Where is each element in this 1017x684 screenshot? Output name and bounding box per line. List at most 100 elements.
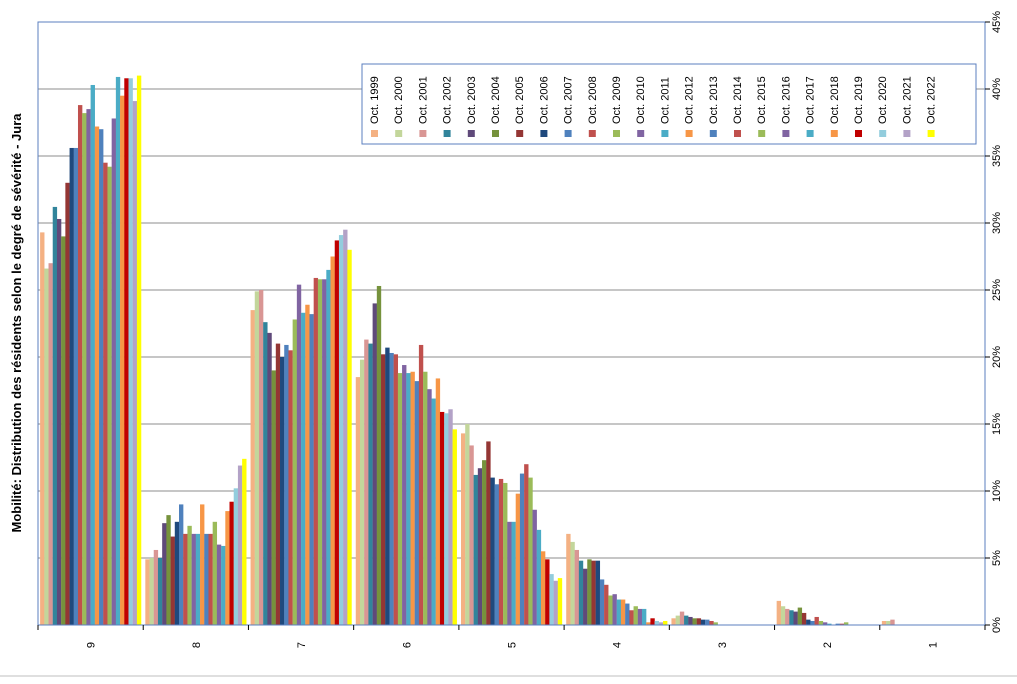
legend-label: Oct. 2003 xyxy=(466,76,478,124)
bar xyxy=(216,544,222,625)
bar xyxy=(267,332,272,625)
bar xyxy=(540,551,546,625)
bar xyxy=(713,622,718,625)
legend-swatch xyxy=(903,130,911,137)
y-tick-label: 15% xyxy=(991,413,1003,435)
bar xyxy=(389,352,394,625)
bar xyxy=(553,580,558,625)
legend-label: Oct. 2010 xyxy=(635,76,647,124)
bar xyxy=(835,623,840,625)
legend-swatch xyxy=(419,130,427,137)
bar xyxy=(237,465,243,625)
bar xyxy=(881,620,887,625)
bar xyxy=(301,312,306,625)
bar xyxy=(73,147,79,625)
bar xyxy=(583,568,588,625)
bar xyxy=(179,504,184,625)
bar xyxy=(709,620,714,625)
bar xyxy=(503,482,508,625)
bar xyxy=(465,424,470,625)
legend-swatch xyxy=(709,130,717,137)
legend-label: Oct. 2012 xyxy=(684,76,696,124)
bar xyxy=(191,533,196,625)
y-tick-label: 10% xyxy=(991,480,1003,502)
bar xyxy=(679,611,685,625)
bar xyxy=(612,594,617,625)
legend-swatch xyxy=(879,130,887,137)
bar xyxy=(658,622,664,625)
bar xyxy=(368,343,373,625)
bar xyxy=(700,619,706,625)
bar xyxy=(221,545,226,625)
bar xyxy=(170,536,175,625)
bar xyxy=(204,533,209,625)
bar xyxy=(376,285,382,625)
bar xyxy=(650,618,655,625)
bar xyxy=(200,504,205,625)
bar xyxy=(490,477,495,625)
bar xyxy=(292,319,297,625)
legend-box xyxy=(361,63,977,145)
bar xyxy=(557,578,563,625)
y-tick-label: 0% xyxy=(991,617,1003,633)
bar xyxy=(486,441,491,625)
legend-label: Oct. 1999 xyxy=(369,76,381,124)
x-tick-label: 7 xyxy=(296,642,308,648)
bar xyxy=(423,371,428,625)
bar xyxy=(625,603,630,625)
bar xyxy=(507,521,512,625)
legend-swatch xyxy=(492,130,499,137)
y-tick-label: 40% xyxy=(991,78,1003,100)
bar xyxy=(675,615,681,625)
x-tick-label: 1 xyxy=(927,642,939,648)
legend-label: Oct. 2019 xyxy=(853,76,865,124)
legend-swatch xyxy=(588,130,596,137)
bar xyxy=(99,129,104,625)
bar xyxy=(545,559,550,625)
bar xyxy=(439,411,445,625)
bar xyxy=(128,78,133,625)
bar xyxy=(498,478,504,625)
bar xyxy=(431,398,436,625)
bar xyxy=(56,218,62,626)
bar xyxy=(359,359,365,625)
bar xyxy=(477,468,483,625)
bar xyxy=(684,615,689,625)
bar xyxy=(77,105,83,625)
bar xyxy=(570,541,575,625)
y-tick-label: 35% xyxy=(991,145,1003,167)
bar xyxy=(174,521,180,625)
bar xyxy=(48,263,53,625)
bar xyxy=(381,354,386,625)
bar xyxy=(827,623,832,625)
bar xyxy=(162,523,167,625)
bar xyxy=(157,558,163,625)
bar xyxy=(444,413,449,625)
bar xyxy=(120,95,125,625)
bar xyxy=(330,256,335,625)
bar xyxy=(616,599,622,625)
bar xyxy=(347,249,352,626)
bar xyxy=(385,347,390,625)
bar xyxy=(473,474,478,625)
bar xyxy=(844,622,849,625)
bar xyxy=(44,268,49,625)
bar xyxy=(153,549,159,625)
bar xyxy=(343,229,348,625)
bar xyxy=(822,622,828,625)
legend-swatch xyxy=(613,130,620,137)
bar xyxy=(103,162,108,625)
legend-swatch xyxy=(443,130,451,137)
bar xyxy=(776,600,782,625)
x-tick-label: 2 xyxy=(822,642,834,648)
bar xyxy=(789,610,794,625)
legend-swatch xyxy=(516,130,524,137)
bar xyxy=(326,269,331,625)
legend-label: Oct. 2014 xyxy=(732,76,744,124)
legend-label: Oct. 2020 xyxy=(877,76,889,124)
bar xyxy=(334,240,340,626)
legend-swatch xyxy=(782,130,790,137)
bar xyxy=(225,511,230,625)
bar xyxy=(705,619,710,625)
